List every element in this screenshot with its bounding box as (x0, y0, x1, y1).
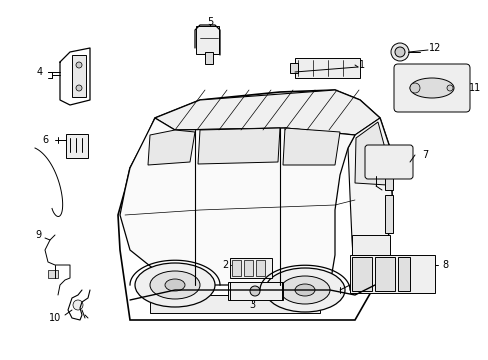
Bar (384, 195, 392, 233)
Polygon shape (347, 118, 391, 285)
Polygon shape (148, 130, 195, 165)
FancyBboxPatch shape (364, 145, 412, 179)
Bar (196, 26, 219, 54)
Text: 4: 4 (37, 67, 43, 77)
Text: 1: 1 (358, 60, 365, 70)
Circle shape (390, 43, 408, 61)
Bar (229, 258, 271, 278)
Bar (349, 255, 434, 293)
Ellipse shape (150, 271, 200, 299)
Text: 3: 3 (248, 300, 255, 310)
Circle shape (394, 47, 404, 57)
Bar (48, 270, 58, 278)
Bar (397, 257, 409, 291)
Polygon shape (118, 90, 391, 320)
Ellipse shape (164, 279, 184, 291)
Text: 11: 11 (468, 83, 480, 93)
Polygon shape (283, 128, 339, 165)
Polygon shape (120, 118, 354, 285)
Text: 5: 5 (206, 17, 213, 27)
Bar (244, 260, 252, 276)
Bar (204, 52, 213, 64)
FancyBboxPatch shape (393, 64, 469, 112)
Polygon shape (354, 122, 386, 185)
Ellipse shape (264, 268, 345, 312)
Circle shape (249, 286, 260, 296)
Text: 8: 8 (441, 260, 447, 270)
Bar (150, 295, 319, 313)
Ellipse shape (294, 284, 314, 296)
Text: 12: 12 (428, 43, 440, 53)
Circle shape (409, 83, 419, 93)
Polygon shape (198, 128, 280, 164)
Circle shape (76, 62, 82, 68)
Text: 2: 2 (222, 260, 228, 270)
Circle shape (76, 85, 82, 91)
Ellipse shape (135, 263, 215, 307)
Bar (256, 260, 264, 276)
Bar (72, 55, 86, 97)
Text: 10: 10 (49, 313, 61, 323)
Bar (384, 150, 392, 190)
Bar (66, 134, 88, 158)
Bar (227, 282, 283, 300)
Bar (351, 257, 371, 291)
Bar (374, 257, 394, 291)
Bar (231, 260, 241, 276)
Text: 6: 6 (42, 135, 48, 145)
Circle shape (73, 300, 83, 310)
Bar (354, 255, 388, 265)
Bar (351, 235, 389, 255)
Ellipse shape (409, 78, 453, 98)
Ellipse shape (280, 276, 329, 304)
Circle shape (446, 85, 452, 91)
Bar (289, 63, 297, 73)
Text: 9: 9 (35, 230, 41, 240)
Text: 7: 7 (421, 150, 427, 160)
Polygon shape (155, 90, 379, 135)
Bar (294, 58, 359, 78)
